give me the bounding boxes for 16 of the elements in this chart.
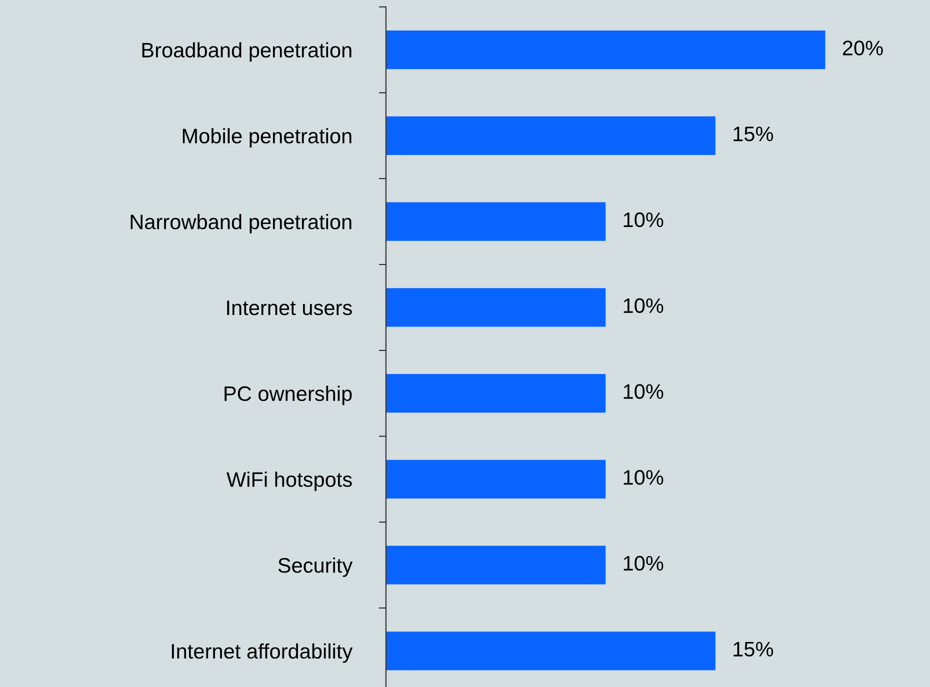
y-tick-label: Mobile penetration xyxy=(182,128,352,148)
data-label: 15% xyxy=(734,126,774,142)
y-tick-label: Narrowband penetration xyxy=(130,214,352,234)
y-tick-label: Internet affordability xyxy=(172,643,353,663)
data-label: 10% xyxy=(624,298,664,314)
y-tick-label: Internet users xyxy=(227,300,352,316)
data-label: 10% xyxy=(624,556,664,571)
y-tick-label: PC ownership xyxy=(224,386,352,406)
data-label: 20% xyxy=(842,40,883,56)
data-label: 15% xyxy=(734,642,774,657)
y-tick-label: Security xyxy=(278,558,353,577)
data-label: 10% xyxy=(624,212,664,228)
data-label: 10% xyxy=(624,384,664,399)
data-label: 10% xyxy=(624,470,664,485)
y-tick-label: WiFi hotspots xyxy=(226,472,352,492)
y-tick-label: Broadband penetration xyxy=(142,42,352,62)
